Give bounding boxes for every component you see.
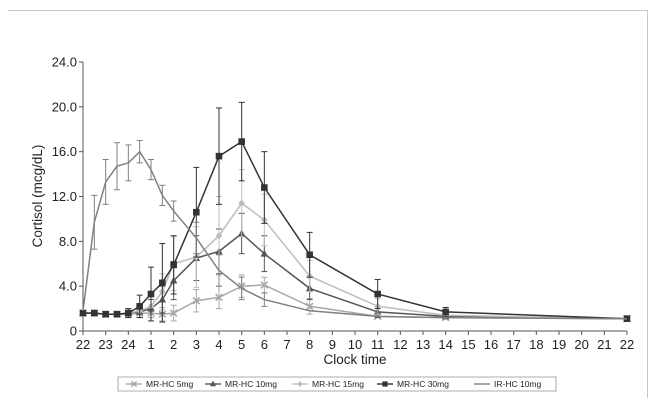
series-mr-hc-30mg [79, 101, 631, 323]
y-tick-label: 12.0 [52, 189, 77, 204]
x-tick-label: 1 [147, 337, 154, 352]
x-tick-label: 21 [597, 337, 611, 352]
axes: 04.08.012.016.020.024.022 23 24 1 2 3 4 5 6 7 8 9 10… [52, 55, 635, 353]
figure-frame [8, 10, 648, 398]
x-tick-label: 10 [348, 337, 362, 352]
y-tick-label: 4.0 [59, 279, 77, 294]
data-point [374, 290, 381, 298]
legend-item: MR-HC 15mg [292, 379, 364, 389]
data-point [215, 232, 223, 240]
x-tick-label: 16 [484, 337, 498, 352]
legend-item: MR-HC 30mg [377, 379, 449, 389]
x-tick-label: 6 [261, 337, 268, 352]
data-point [193, 208, 200, 216]
data-point [210, 380, 216, 387]
legend-item: MR-HC 10mg [205, 379, 277, 389]
data-point [113, 310, 121, 318]
data-point-stroke [169, 309, 178, 317]
y-axis-title: Cortisol (mcg/dL) [30, 145, 45, 248]
x-tick-label: 17 [506, 337, 520, 352]
x-tick-label: 4 [215, 337, 222, 352]
data-point [261, 184, 268, 191]
series-layer [79, 101, 631, 323]
data-point [170, 261, 177, 269]
data-point [136, 303, 143, 310]
legend-label: MR-HC 5mg [146, 379, 193, 389]
legend-label: IR-HC 10mg [494, 379, 542, 389]
legend-label: MR-HC 15mg [312, 379, 364, 389]
x-tick-label: 20 [574, 337, 588, 352]
data-point [159, 279, 166, 287]
y-tick-label: 0 [70, 324, 77, 339]
x-tick-label: 11 [371, 337, 385, 352]
data-point [79, 309, 87, 317]
legend-item: MR-HC 5mg [126, 379, 193, 389]
data-point [147, 290, 155, 298]
x-tick-label: 12 [393, 337, 407, 352]
data-point [215, 152, 223, 160]
x-tick-label: 9 [329, 337, 336, 352]
x-tick-label: 5 [238, 337, 245, 352]
data-point [125, 309, 132, 317]
data-point [297, 381, 303, 387]
legend-box [117, 376, 557, 392]
data-point-stroke [215, 293, 223, 302]
y-tick-label: 16.0 [52, 144, 77, 159]
legend: MR-HC 5mg MR-HC 10mg MR-HC 15mg MR-HC 30mg I… [117, 376, 557, 392]
data-point [238, 199, 245, 207]
y-tick-label: 20.0 [52, 99, 77, 114]
legend-label: MR-HC 10mg [225, 379, 277, 389]
data-point [215, 293, 223, 302]
x-tick-label: 7 [283, 337, 290, 352]
y-tick-label: 24.0 [52, 55, 77, 70]
legend-item: IR-HC 10mg [474, 379, 542, 389]
x-tick-label: 19 [552, 337, 566, 352]
data-point-stroke [130, 380, 138, 388]
data-point [260, 281, 269, 289]
data-point [192, 296, 201, 305]
data-point [260, 249, 269, 257]
data-point [382, 381, 388, 387]
data-point-stroke [192, 296, 201, 305]
series-line [83, 232, 628, 320]
series-line [82, 150, 628, 320]
data-point [238, 138, 245, 145]
x-tick-label: 8 [306, 337, 313, 352]
legend-label: MR-HC 30mg [397, 379, 449, 389]
y-tick-label: 8.0 [59, 234, 77, 249]
x-tick-label: 23 [98, 337, 112, 352]
x-tick-label: 15 [461, 337, 475, 352]
x-tick-label: 3 [193, 337, 200, 352]
x-tick-label: 24 [121, 337, 135, 352]
series-ir-hc-10mg [82, 139, 628, 320]
x-axis-title: Clock time [323, 352, 386, 367]
x-tick-label: 2 [170, 337, 177, 352]
x-tick-label: 18 [529, 337, 543, 352]
x-tick-label: 14 [438, 337, 452, 352]
data-point [442, 308, 449, 316]
x-tick-label: 22 [620, 337, 634, 352]
data-point [306, 251, 313, 259]
data-point [91, 309, 98, 317]
data-point [130, 380, 138, 388]
data-point [169, 309, 178, 317]
data-point [305, 302, 314, 311]
x-tick-label: 13 [416, 337, 430, 352]
data-point-stroke [260, 281, 269, 289]
data-point-stroke [305, 302, 314, 311]
data-point [102, 310, 109, 318]
x-tick-label: 22 [76, 337, 90, 352]
